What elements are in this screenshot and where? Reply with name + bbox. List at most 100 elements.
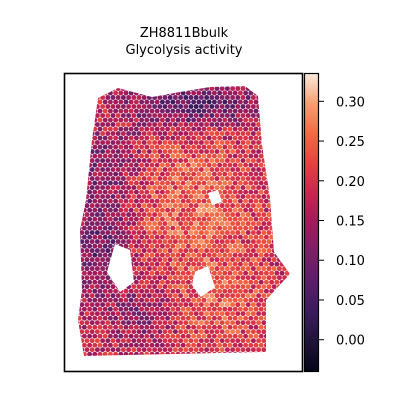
spot: [131, 167, 137, 173]
spot: [144, 261, 150, 267]
spot: [253, 342, 259, 348]
spot: [115, 311, 121, 317]
spot: [167, 284, 173, 290]
spot: [97, 108, 103, 114]
spot: [256, 212, 262, 218]
spot: [154, 216, 160, 222]
spot: [94, 248, 100, 254]
spot: [152, 194, 158, 200]
spot: [100, 122, 106, 127]
spot: [165, 144, 171, 150]
spot: [198, 257, 204, 263]
spot: [235, 248, 241, 254]
spot: [172, 167, 178, 173]
spot: [198, 176, 204, 182]
spot: [183, 329, 189, 335]
spot: [133, 207, 139, 213]
spot: [110, 221, 116, 227]
spot: [191, 297, 197, 303]
spot: [191, 189, 197, 195]
spot: [175, 333, 181, 339]
spot: [81, 252, 87, 258]
spot: [154, 333, 160, 339]
spot: [209, 149, 215, 154]
spot: [256, 329, 262, 335]
spot: [269, 279, 275, 285]
spot: [105, 212, 111, 218]
spot: [191, 252, 197, 258]
spot: [245, 248, 251, 254]
spot: [102, 225, 108, 231]
spot: [154, 189, 160, 195]
spot: [256, 248, 262, 254]
spot: [232, 117, 238, 123]
spot: [191, 171, 197, 177]
spot: [217, 108, 223, 114]
spot: [165, 180, 171, 186]
spot: [204, 293, 210, 299]
spot: [110, 140, 116, 145]
spot: [206, 126, 212, 132]
spot: [115, 221, 121, 227]
spot: [188, 167, 194, 173]
spot: [100, 185, 106, 191]
spot: [243, 225, 249, 231]
spot: [235, 203, 241, 209]
spot: [232, 180, 238, 186]
spot: [178, 104, 184, 109]
spot: [149, 108, 155, 114]
spot: [245, 230, 251, 236]
spot: [235, 230, 241, 236]
spot: [175, 162, 181, 168]
spot: [180, 243, 186, 249]
spot: [133, 270, 139, 276]
spot: [133, 243, 139, 249]
spot: [118, 99, 124, 105]
spot: [152, 167, 158, 173]
spot: [183, 149, 189, 154]
spot: [79, 311, 85, 317]
spot: [201, 180, 207, 186]
spot: [232, 252, 238, 258]
spot: [253, 117, 259, 123]
spot: [115, 113, 121, 118]
spot: [248, 162, 254, 168]
spot: [193, 203, 199, 209]
spot: [222, 324, 228, 330]
spot: [219, 122, 225, 127]
spot: [89, 185, 95, 191]
spot: [139, 261, 145, 267]
spot: [250, 284, 256, 290]
spot: [79, 329, 85, 335]
spot: [146, 293, 152, 299]
spot: [253, 207, 259, 213]
spot: [217, 243, 223, 249]
spot: [224, 212, 230, 218]
spot: [235, 257, 241, 263]
spot: [183, 284, 189, 290]
spot: [201, 90, 207, 96]
spot: [245, 176, 251, 182]
spot: [232, 153, 238, 159]
spot: [118, 153, 124, 159]
colorbar-tick-label: 0.05: [336, 294, 365, 309]
spot: [115, 203, 121, 209]
spot: [193, 320, 199, 326]
spot: [248, 324, 254, 330]
spot: [120, 158, 126, 163]
spot: [102, 270, 108, 276]
spot: [248, 243, 254, 249]
spot: [248, 198, 254, 204]
spot: [165, 207, 171, 213]
spot: [167, 239, 173, 245]
spot: [92, 180, 98, 186]
spot: [107, 333, 113, 339]
spot: [217, 117, 223, 123]
spot: [196, 135, 202, 141]
spot: [263, 243, 269, 249]
spot: [133, 288, 139, 294]
spot: [107, 189, 113, 195]
spot: [248, 315, 254, 321]
spot: [100, 167, 106, 173]
